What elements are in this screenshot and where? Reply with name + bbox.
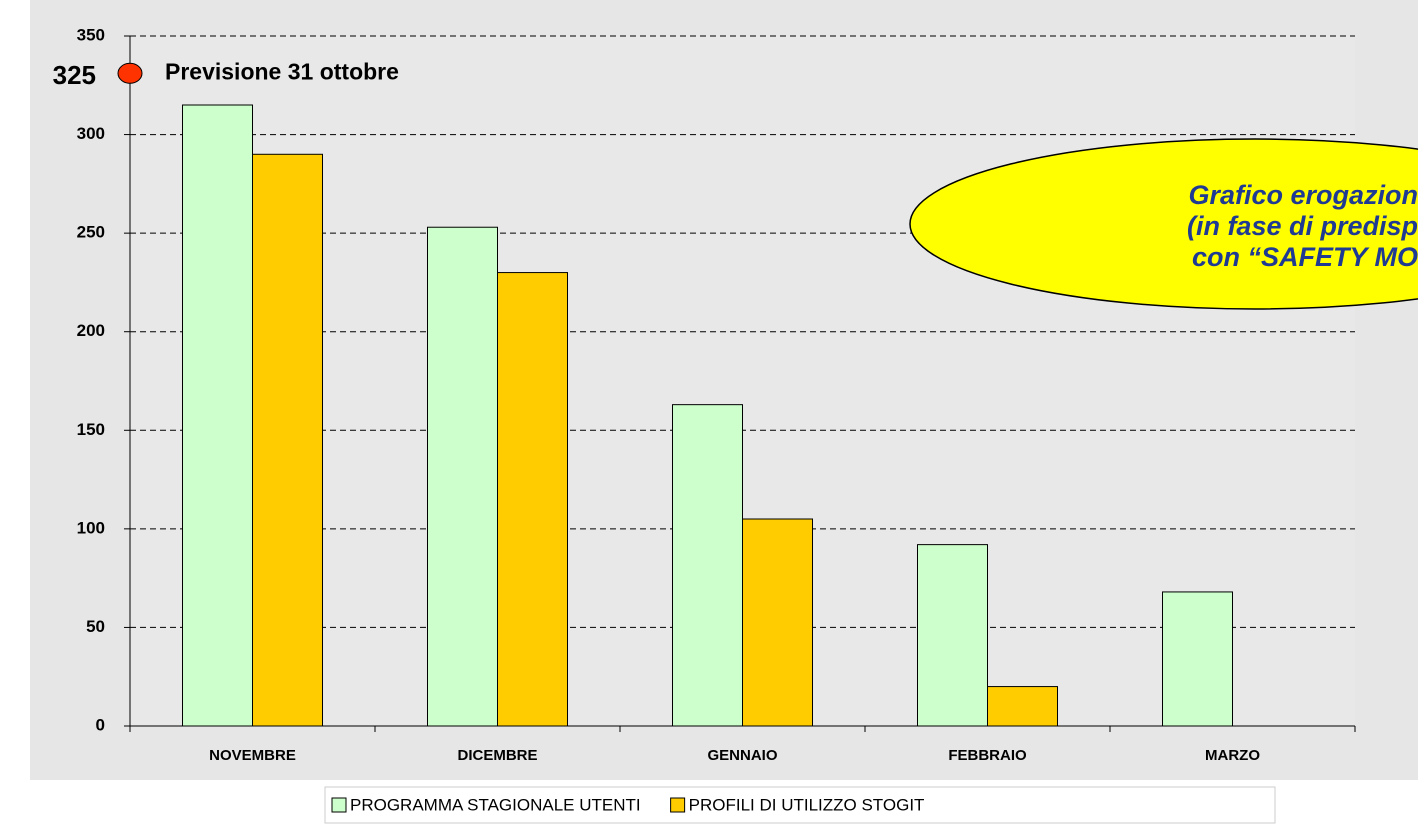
bar: [497, 272, 568, 727]
callout-bubble: [909, 138, 1418, 310]
reference-value: 325: [53, 60, 96, 90]
bar: [1162, 591, 1233, 727]
bar: [427, 226, 498, 727]
y-tick-label: 300: [77, 124, 105, 143]
callout-text: con “SAFETY MO: [1192, 242, 1418, 272]
legend-label: PROGRAMMA STAGIONALE UTENTI: [350, 795, 641, 814]
y-tick-label: 0: [96, 715, 105, 734]
x-tick-label: NOVEMBRE: [209, 747, 296, 764]
bar: [252, 153, 323, 727]
legend-label: PROFILI DI UTILIZZO STOGIT: [689, 795, 925, 814]
y-tick-label: 200: [77, 321, 105, 340]
bar: [987, 686, 1058, 727]
y-tick-label: 150: [77, 420, 105, 439]
y-tick-label: 50: [86, 617, 105, 636]
reference-label: Previsione 31 ottobre: [165, 58, 399, 84]
y-tick-label: 350: [77, 25, 105, 44]
bar: [182, 104, 253, 727]
callout-text: Grafico erogazion: [1188, 180, 1418, 210]
x-tick-label: MARZO: [1205, 747, 1260, 764]
bar: [917, 544, 988, 727]
legend-swatch: [331, 797, 347, 813]
x-tick-label: FEBBRAIO: [948, 747, 1027, 764]
x-tick-label: DICEMBRE: [457, 747, 537, 764]
legend-swatch: [670, 797, 686, 813]
callout-text: (in fase di predisp: [1187, 211, 1418, 241]
bar: [672, 404, 743, 727]
bar: [742, 518, 813, 727]
reference-marker: [117, 62, 143, 84]
y-tick-label: 250: [77, 223, 105, 242]
x-tick-label: GENNAIO: [707, 747, 777, 764]
y-tick-label: 100: [77, 518, 105, 537]
legend-box: [324, 786, 1276, 824]
